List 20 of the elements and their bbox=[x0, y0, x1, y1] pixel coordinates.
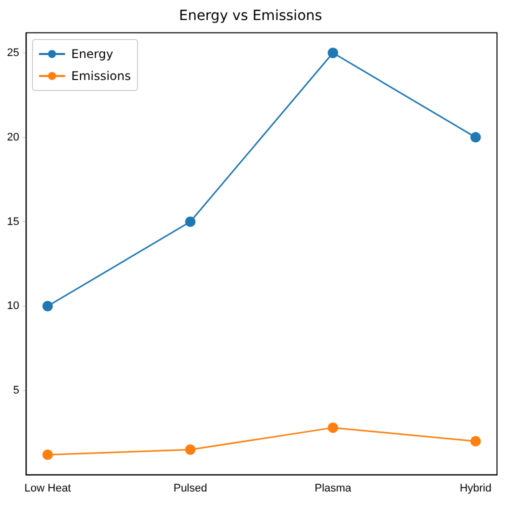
y-tick-label: 15 bbox=[6, 216, 20, 228]
y-tick-label: 20 bbox=[6, 131, 20, 144]
x-tick-label: Pulsed bbox=[173, 482, 208, 494]
legend-label: Emissions bbox=[71, 68, 131, 85]
point bbox=[42, 300, 53, 312]
x-tick-label: Plasma bbox=[314, 482, 352, 494]
point bbox=[185, 216, 196, 227]
x-tick-label: Hybrid bbox=[460, 482, 492, 494]
point bbox=[185, 444, 196, 455]
point bbox=[328, 48, 338, 58]
point bbox=[328, 422, 338, 433]
y-tick-label: 25 bbox=[6, 46, 20, 59]
point bbox=[470, 132, 481, 143]
point bbox=[470, 436, 481, 446]
legend-label: Energy bbox=[71, 46, 114, 63]
y-tick-label: 5 bbox=[13, 384, 20, 397]
chart-title: Energy vs Emissions bbox=[178, 8, 322, 24]
point bbox=[42, 449, 53, 460]
y-tick-label: 10 bbox=[6, 300, 20, 312]
x-tick-label: Low Heat bbox=[24, 482, 71, 494]
